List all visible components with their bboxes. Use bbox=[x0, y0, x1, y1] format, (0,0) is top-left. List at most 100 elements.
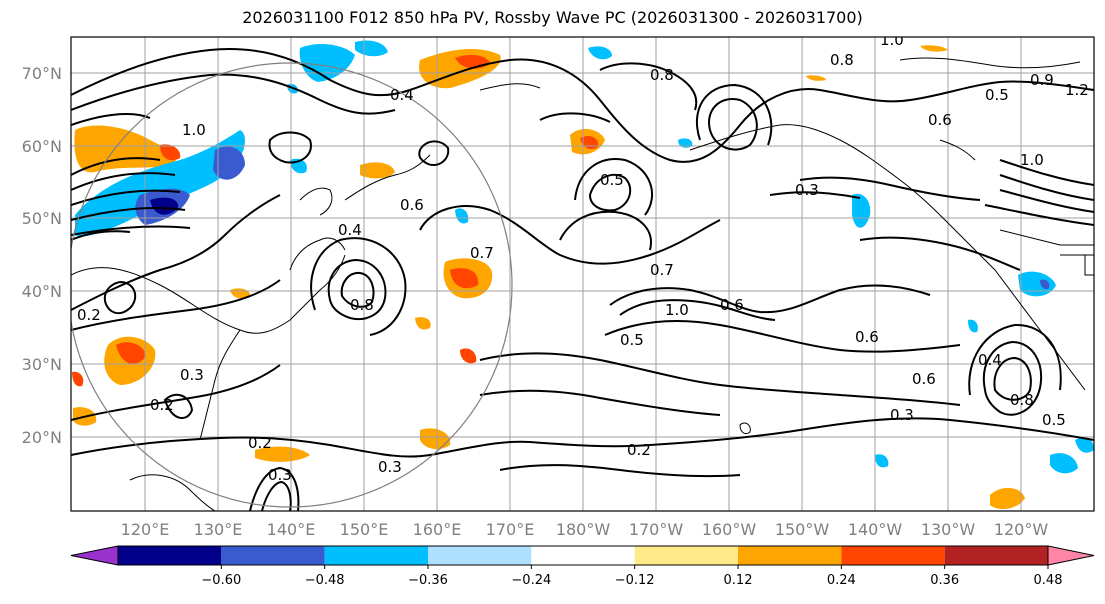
contour-label: 0.9 bbox=[1030, 71, 1054, 89]
positive-anomaly-patch bbox=[116, 342, 146, 364]
colorbar-frame bbox=[117, 545, 1049, 566]
contour-label: 0.8 bbox=[350, 296, 374, 314]
negative-anomaly-patch bbox=[150, 197, 179, 215]
contour-label: 0.5 bbox=[600, 171, 624, 189]
contour-label: 0.6 bbox=[928, 111, 952, 129]
lat-label: 40°N bbox=[22, 282, 62, 301]
contour-label: 1.0 bbox=[1020, 151, 1044, 169]
contour-label: 0.5 bbox=[1042, 411, 1066, 429]
colorbar-swatch bbox=[841, 546, 945, 565]
lon-label: 160°E bbox=[413, 520, 462, 539]
positive-anomaly-patch bbox=[920, 45, 948, 52]
contour-label: 0.8 bbox=[650, 66, 674, 84]
negative-anomaly-patch bbox=[852, 193, 871, 228]
contour-label: 0.3 bbox=[378, 458, 402, 476]
contour-label: 1.2 bbox=[1065, 81, 1089, 99]
positive-anomaly-patch bbox=[420, 428, 451, 450]
contour-label: 0.3 bbox=[180, 366, 204, 384]
longitude-labels: 120°E 130°E 140°E 150°E 160°E 170°E 180°… bbox=[121, 520, 1049, 539]
colorbar-tick-label: −0.48 bbox=[305, 573, 345, 588]
positive-anomaly-patch bbox=[806, 75, 826, 81]
graticule bbox=[71, 37, 1094, 511]
negative-anomaly-patch bbox=[1050, 453, 1078, 474]
contour-label: 0.5 bbox=[620, 331, 644, 349]
negative-anomaly-patch bbox=[355, 40, 388, 57]
positive-anomaly-patch bbox=[415, 317, 431, 330]
lon-label: 170°E bbox=[486, 520, 535, 539]
positive-anomaly-patch bbox=[360, 162, 395, 179]
negative-anomaly-patch bbox=[213, 146, 245, 180]
lat-label: 30°N bbox=[22, 355, 62, 374]
contour-label: 1.0 bbox=[665, 301, 689, 319]
lon-label: 160°W bbox=[702, 520, 757, 539]
lon-label: 120°E bbox=[121, 520, 170, 539]
negative-anomaly-patch bbox=[678, 138, 693, 148]
contour-label: 1.0 bbox=[880, 31, 904, 49]
colorbar-tick-label: −0.12 bbox=[615, 573, 655, 588]
pv-shading bbox=[72, 40, 1094, 510]
lat-label: 20°N bbox=[22, 428, 62, 447]
plot-area: 0.2 0.3 0.4 0.5 0.6 0.7 0.8 1.0 1.2 0.3 … bbox=[71, 31, 1094, 511]
lon-label: 170°W bbox=[629, 520, 684, 539]
map-title: 2026031100 F012 850 hPa PV, Rossby Wave … bbox=[242, 8, 863, 27]
contour-label: 0.6 bbox=[720, 296, 744, 314]
colorbar-tick-label: 0.12 bbox=[724, 573, 753, 588]
colorbar-swatch bbox=[531, 546, 635, 565]
positive-anomaly-patch bbox=[990, 487, 1025, 510]
colorbar-swatch bbox=[634, 546, 738, 565]
lat-label: 60°N bbox=[22, 137, 62, 156]
lat-label: 70°N bbox=[22, 64, 62, 83]
latitude-labels: 70°N 60°N 50°N 40°N 30°N 20°N bbox=[22, 64, 62, 447]
negative-anomaly-patch bbox=[968, 319, 978, 333]
lon-label: 150°W bbox=[775, 520, 830, 539]
lon-label: 140°E bbox=[267, 520, 316, 539]
negative-anomaly-patch bbox=[455, 208, 469, 224]
colorbar-tick-label: −0.24 bbox=[511, 573, 551, 588]
lon-label: 180°W bbox=[556, 520, 611, 539]
colorbar-tick-label: 0.48 bbox=[1034, 573, 1063, 588]
lon-label: 120°W bbox=[994, 520, 1049, 539]
contour-label: 0.2 bbox=[248, 434, 272, 452]
contour-label: 0.8 bbox=[1010, 391, 1034, 409]
contour-label: 0.4 bbox=[390, 86, 414, 104]
plot-frame bbox=[70, 36, 1095, 512]
negative-anomaly-patch bbox=[875, 454, 889, 468]
positive-anomaly-patch bbox=[74, 125, 177, 173]
contour-label: 0.8 bbox=[830, 51, 854, 69]
negative-anomaly-patch bbox=[1040, 279, 1050, 290]
lon-label: 130°E bbox=[194, 520, 243, 539]
contour-label: 0.7 bbox=[650, 261, 674, 279]
colorbar-extend-low bbox=[70, 545, 119, 566]
colorbar-swatch bbox=[944, 546, 1048, 565]
colorbar-tick-label: −0.60 bbox=[201, 573, 241, 588]
contour-label: 0.4 bbox=[338, 221, 362, 239]
lon-label: 130°W bbox=[921, 520, 976, 539]
contour-label: 0.6 bbox=[912, 370, 936, 388]
colorbar-extend-high bbox=[1047, 545, 1095, 566]
colorbar: −0.60 −0.48 −0.36 −0.24 −0.12 0.12 0.24 0.36 0.4… bbox=[70, 545, 1095, 588]
positive-anomaly-patch bbox=[72, 371, 84, 387]
contour-label: 0.7 bbox=[470, 244, 494, 262]
contour-labels: 0.2 0.3 0.4 0.5 0.6 0.7 0.8 1.0 1.2 0.3 … bbox=[77, 31, 1089, 484]
coastlines bbox=[71, 57, 1094, 511]
positive-anomaly-patch bbox=[160, 144, 181, 161]
colorbar-swatch bbox=[324, 546, 428, 565]
contour-label: 0.3 bbox=[890, 406, 914, 424]
negative-anomaly-patch bbox=[1075, 437, 1094, 453]
negative-anomaly-patch bbox=[588, 46, 612, 60]
contour-label: 0.4 bbox=[978, 351, 1002, 369]
contour-label: 0.5 bbox=[985, 86, 1009, 104]
lon-label: 140°W bbox=[848, 520, 903, 539]
contour-label: 0.6 bbox=[855, 328, 879, 346]
colorbar-swatch bbox=[221, 546, 325, 565]
contour-label: 1.0 bbox=[182, 121, 206, 139]
negative-anomaly-patch bbox=[1018, 271, 1056, 297]
contour-label: 0.3 bbox=[268, 466, 292, 484]
contour-label: 0.6 bbox=[400, 196, 424, 214]
lat-label: 50°N bbox=[22, 209, 62, 228]
contour-label: 0.2 bbox=[627, 441, 651, 459]
contour-label: 0.3 bbox=[795, 181, 819, 199]
colorbar-swatch bbox=[738, 546, 842, 565]
positive-anomaly-patch bbox=[450, 268, 479, 289]
